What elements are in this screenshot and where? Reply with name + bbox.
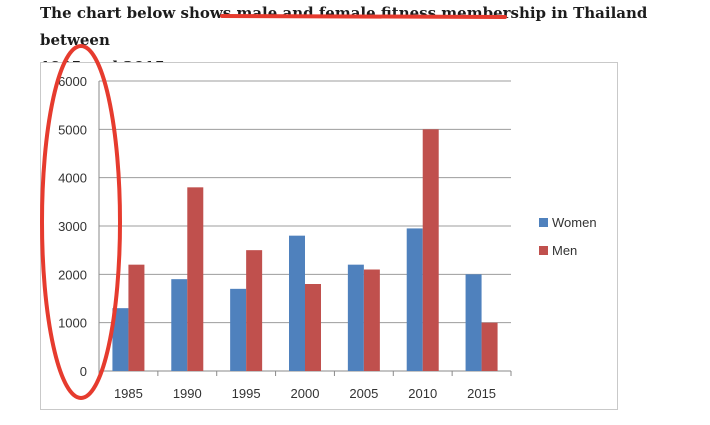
bar-men-2010 — [422, 129, 439, 371]
chart-frame: 0 1000 2000 3000 4000 5000 6000 1985 1990 1995 200… — [40, 62, 618, 410]
bar-men-1990 — [187, 187, 204, 371]
bar-women-2015 — [465, 274, 482, 371]
x-tick-label: 2010 — [408, 386, 437, 401]
bar-men-2000 — [305, 284, 321, 371]
legend-label-men: Men — [552, 243, 577, 258]
x-tick-label: 2005 — [349, 386, 378, 401]
x-tick-label: 2015 — [467, 386, 496, 401]
bar-men-2005 — [363, 269, 380, 371]
bar-men-1995 — [246, 250, 263, 371]
bar-women-2000 — [289, 235, 305, 371]
prompt-highlight: male and female fitness membership in — [236, 4, 568, 22]
bar-men-1985 — [128, 264, 145, 371]
bar-women-1990 — [171, 279, 188, 371]
y-tick-label: 3000 — [58, 219, 87, 234]
legend-swatch-women — [539, 218, 548, 227]
bar-women-1985 — [112, 308, 129, 371]
y-tick-label: 6000 — [58, 74, 87, 89]
x-tick-label: 1990 — [173, 386, 202, 401]
x-tick-label: 1995 — [232, 386, 261, 401]
y-tick-label: 4000 — [58, 171, 87, 186]
bar-women-2005 — [347, 264, 364, 371]
prompt-line1-before: The chart below shows — [40, 4, 237, 22]
legend-swatch-men — [539, 246, 548, 255]
legend-label-women: Women — [552, 215, 597, 230]
bar-women-1995 — [230, 288, 247, 371]
x-tick-label: 2000 — [291, 386, 320, 401]
bar-women-2010 — [406, 228, 423, 371]
x-tick-label: 1985 — [114, 386, 143, 401]
y-tick-label: 0 — [80, 364, 87, 379]
bar-chart: 0 1000 2000 3000 4000 5000 6000 1985 1990 1995 200… — [58, 74, 597, 401]
bar-men-2015 — [481, 322, 498, 371]
y-tick-label: 2000 — [58, 267, 87, 282]
y-tick-label: 1000 — [58, 316, 87, 331]
y-tick-label: 5000 — [58, 122, 87, 137]
